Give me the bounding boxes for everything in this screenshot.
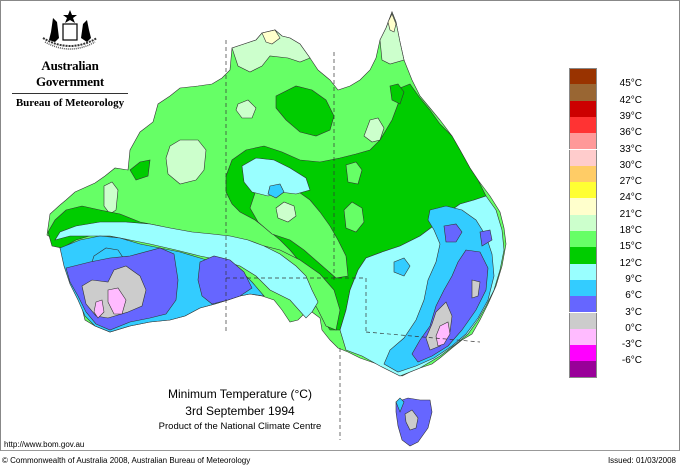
legend-label: -3°C <box>621 339 642 351</box>
legend-swatch <box>569 84 597 101</box>
coat-of-arms-icon <box>42 10 98 50</box>
legend-label: 33°C <box>619 143 642 155</box>
legend-swatch <box>569 182 597 199</box>
legend-swatch <box>569 149 597 166</box>
agency-name: Bureau of Meteorology <box>15 97 125 109</box>
legend-label: 45°C <box>619 78 642 90</box>
legend-swatch <box>569 361 597 378</box>
legend-swatch <box>569 231 597 248</box>
legend-swatch <box>569 312 597 329</box>
legend-swatch <box>569 100 597 117</box>
legend-label: 39°C <box>619 110 642 122</box>
legend-label: 15°C <box>619 241 642 253</box>
legend-swatch <box>569 296 597 313</box>
map-title: Minimum Temperature (°C) <box>168 387 312 401</box>
legend-label: 21°C <box>619 208 642 220</box>
legend-label: 3°C <box>625 306 642 318</box>
legend-label: 42°C <box>619 94 642 106</box>
legend-swatch <box>569 165 597 183</box>
legend-label: 6°C <box>625 290 642 302</box>
legend-label: 18°C <box>619 225 642 236</box>
legend-swatch <box>569 116 597 134</box>
government-name: Australian Government <box>35 58 105 89</box>
legend-label: 12°C <box>619 257 642 269</box>
logo-divider <box>12 93 128 94</box>
product-credit: Product of the National Climate Centre <box>158 421 322 432</box>
legend-swatch <box>569 68 597 85</box>
map-date: 3rd September 1994 <box>185 404 295 418</box>
legend-swatch <box>569 133 597 150</box>
legend-label: 27°C <box>619 176 642 188</box>
copyright-notice: © Commonwealth of Australia 2008, Austra… <box>2 456 251 465</box>
legend-swatch <box>569 328 597 346</box>
legend-swatch <box>569 214 597 231</box>
bom-logo: Australian Government Bureau of Meteorol… <box>8 8 132 109</box>
legend-swatch <box>569 198 597 215</box>
legend-label: 24°C <box>619 192 642 204</box>
legend-label: -6°C <box>621 355 642 367</box>
bom-url-link[interactable]: http://www.bom.gov.au <box>4 440 85 449</box>
legend-label: 30°C <box>619 159 642 171</box>
issued-date: Issued: 01/03/2008 <box>607 456 676 465</box>
legend-label: 0°C <box>625 322 642 334</box>
legend-swatch <box>569 345 597 362</box>
legend-swatch <box>569 263 597 280</box>
legend-swatch <box>569 247 597 264</box>
legend-label: 36°C <box>619 127 642 139</box>
legend-swatch <box>569 279 597 297</box>
map-titles: Minimum Temperature (°C) 3rd September 1… <box>100 386 380 434</box>
legend-label: 9°C <box>625 273 642 285</box>
